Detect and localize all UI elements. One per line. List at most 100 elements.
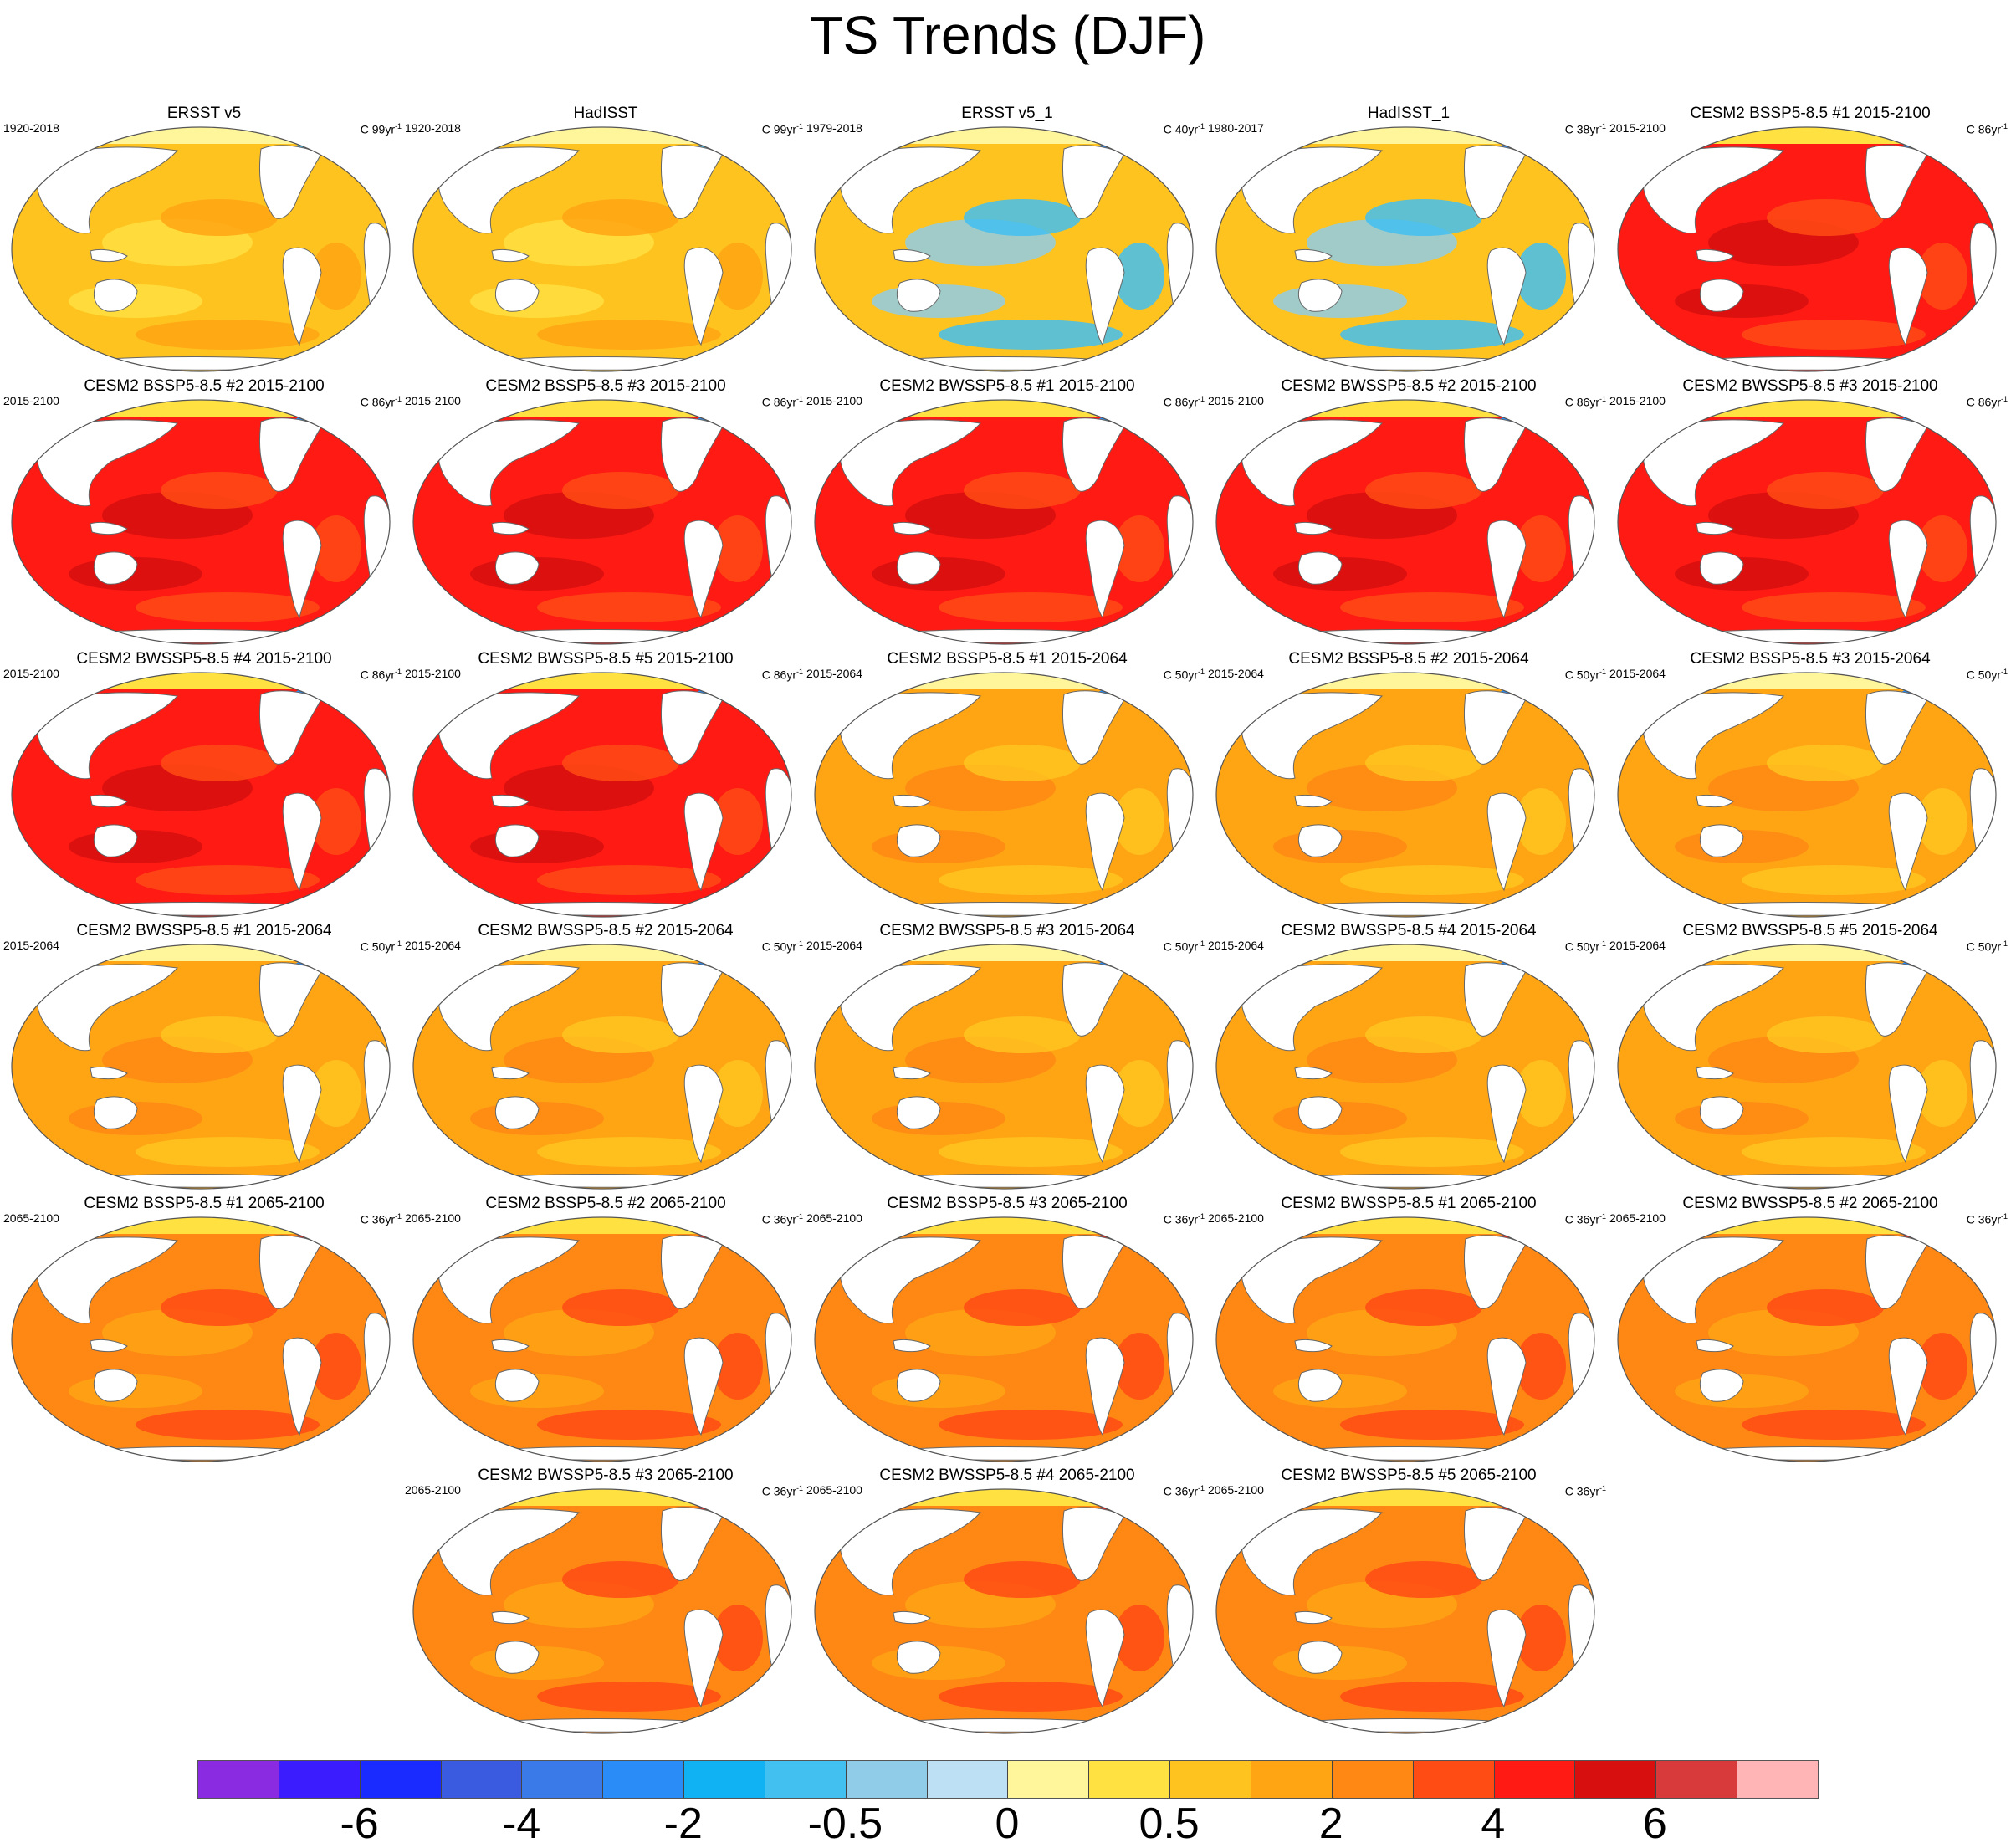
colorbar-tick-label: 2 [1318,1799,1343,1848]
panel-title: CESM2 BSSP5-8.5 #3 2015-2100 [485,377,726,395]
panel-period-label: 2015-2064 [806,939,862,952]
panel-period-label: 2015-2100 [1208,394,1264,407]
panel-title: CESM2 BWSSP5-8.5 #1 2015-2100 [879,377,1135,395]
colorbar-box [765,1761,847,1798]
panel-period-label: 1920-2018 [3,121,59,135]
map-panel: CESM2 BSSP5-8.5 #3 2015-2064 2015-2064 C 5… [1609,649,2011,921]
panel-title: CESM2 BWSSP5-8.5 #2 2015-2064 [478,922,734,939]
panel-period-label: 2065-2100 [405,1211,461,1225]
ocean-trend-map [412,1216,792,1462]
ocean-trend-map [1215,399,1595,645]
panel-units-label: C 36yr-1 [1163,1484,1205,1498]
panel-title: CESM2 BWSSP5-8.5 #2 2015-2100 [1281,377,1537,395]
map-panel: CESM2 BWSSP5-8.5 #2 2015-2100 2015-2100 C … [1208,376,1609,648]
colorbar-box [1251,1761,1333,1798]
panel-units-label: C 86yr-1 [360,668,402,682]
panel-title: CESM2 BWSSP5-8.5 #2 2065-2100 [1682,1195,1938,1212]
panel-units-label: C 36yr-1 [761,1484,803,1498]
ocean-trend-map [11,672,391,918]
panel-units-label: C 86yr-1 [1966,395,2008,409]
panel-units-label: C 50yr-1 [1163,668,1205,682]
panel-title: CESM2 BSSP5-8.5 #3 2015-2064 [1690,650,1931,668]
panel-title: CESM2 BWSSP5-8.5 #5 2015-2064 [1682,922,1938,939]
panel-title: CESM2 BWSSP5-8.5 #4 2065-2100 [879,1467,1135,1484]
colorbar-tick-label: 4 [1481,1799,1506,1848]
panel-period-label: 2015-2064 [1208,667,1264,680]
panel-units-label: C 50yr-1 [360,939,402,954]
map-panel: CESM2 BSSP5-8.5 #3 2065-2100 2065-2100 C 3… [806,1194,1208,1466]
ocean-trend-map [814,126,1194,372]
panel-units-label: C 99yr-1 [360,122,402,136]
panel-units-label: C 36yr-1 [1564,1212,1606,1226]
ocean-trend-map [814,399,1194,645]
map-panel: CESM2 BWSSP5-8.5 #3 2015-2064 2015-2064 C … [806,921,1208,1193]
colorbar-tick-label: 0.5 [1138,1799,1200,1848]
panel-units-label: C 50yr-1 [761,939,803,954]
ocean-trend-map [412,126,792,372]
colorbar-box [1332,1761,1414,1798]
ocean-trend-map [11,1216,391,1462]
colorbar-box [846,1761,928,1798]
colorbar-box [1008,1761,1090,1798]
panel-title: CESM2 BWSSP5-8.5 #1 2015-2064 [76,922,332,939]
panel-units-label: C 36yr-1 [1564,1484,1606,1498]
map-panel: ERSST v5 1920-2018 C 99yr-1 [3,104,405,376]
map-panel: CESM2 BWSSP5-8.5 #5 2065-2100 2065-2100 C … [1208,1466,1609,1738]
panel-units-label: C 86yr-1 [360,395,402,409]
panel-period-label: 1920-2018 [405,121,461,135]
colorbar-box [198,1761,279,1798]
panel-period-label: 2065-2100 [1208,1211,1264,1225]
ocean-trend-map [814,944,1194,1190]
panel-period-label: 2015-2100 [3,394,59,407]
ocean-trend-map [814,672,1194,918]
ocean-trend-map [1617,399,1997,645]
ocean-trend-map [1215,1488,1595,1734]
panel-period-label: 2015-2100 [405,667,461,680]
ocean-trend-map [814,1488,1194,1734]
panel-units-label: C 50yr-1 [1966,668,2008,682]
colorbar-box [360,1761,442,1798]
panel-title: CESM2 BSSP5-8.5 #1 2015-2100 [1690,105,1931,122]
map-panel: CESM2 BSSP5-8.5 #1 2065-2100 2065-2100 C 3… [3,1194,405,1466]
panel-units-label: C 86yr-1 [761,668,803,682]
panel-title: ERSST v5_1 [961,105,1053,122]
ocean-trend-map [1617,944,1997,1190]
panel-units-label: C 38yr-1 [1564,122,1606,136]
map-panel: CESM2 BSSP5-8.5 #3 2015-2100 2015-2100 C 8… [405,376,806,648]
colorbar-tick-label: -6 [340,1799,379,1848]
map-panel: CESM2 BWSSP5-8.5 #2 2015-2064 2015-2064 C … [405,921,806,1193]
ocean-trend-map [1215,944,1595,1190]
map-panel: CESM2 BSSP5-8.5 #2 2015-2064 2015-2064 C 5… [1208,649,1609,921]
panel-period-label: 1980-2017 [1208,121,1264,135]
map-panel: CESM2 BSSP5-8.5 #1 2015-2064 2015-2064 C 5… [806,649,1208,921]
panel-units-label: C 99yr-1 [761,122,803,136]
colorbar-box [1737,1761,1818,1798]
panel-units-label: C 36yr-1 [1966,1212,2008,1226]
figure-title: TS Trends (DJF) [810,5,1206,65]
panel-title: CESM2 BWSSP5-8.5 #4 2015-2064 [1281,922,1537,939]
panel-period-label: 2015-2100 [3,667,59,680]
panel-title: CESM2 BWSSP5-8.5 #5 2065-2100 [1281,1467,1537,1484]
panel-title: CESM2 BSSP5-8.5 #2 2065-2100 [485,1195,726,1212]
map-panel: HadISST 1920-2018 C 99yr-1 [405,104,806,376]
colorbar-box [441,1761,523,1798]
ocean-trend-map [1215,1216,1595,1462]
panel-period-label: 2065-2100 [806,1483,862,1497]
panel-units-label: C 86yr-1 [1564,395,1606,409]
panel-units-label: C 86yr-1 [1163,395,1205,409]
map-panel: CESM2 BWSSP5-8.5 #1 2015-2064 2015-2064 C … [3,921,405,1193]
colorbar-box [1413,1761,1495,1798]
panel-period-label: 2015-2064 [1609,939,1666,952]
ocean-trend-map [412,399,792,645]
ocean-trend-map [814,1216,1194,1462]
panel-units-label: C 50yr-1 [1163,939,1205,954]
panel-period-label: 2065-2100 [1609,1211,1666,1225]
ocean-trend-map [1617,672,1997,918]
panel-period-label: 2015-2100 [806,394,862,407]
panel-units-label: C 86yr-1 [761,395,803,409]
ocean-trend-map [412,944,792,1190]
panel-units-label: C 36yr-1 [1163,1212,1205,1226]
panel-units-label: C 36yr-1 [761,1212,803,1226]
ocean-trend-map [412,672,792,918]
ocean-trend-map [11,126,391,372]
